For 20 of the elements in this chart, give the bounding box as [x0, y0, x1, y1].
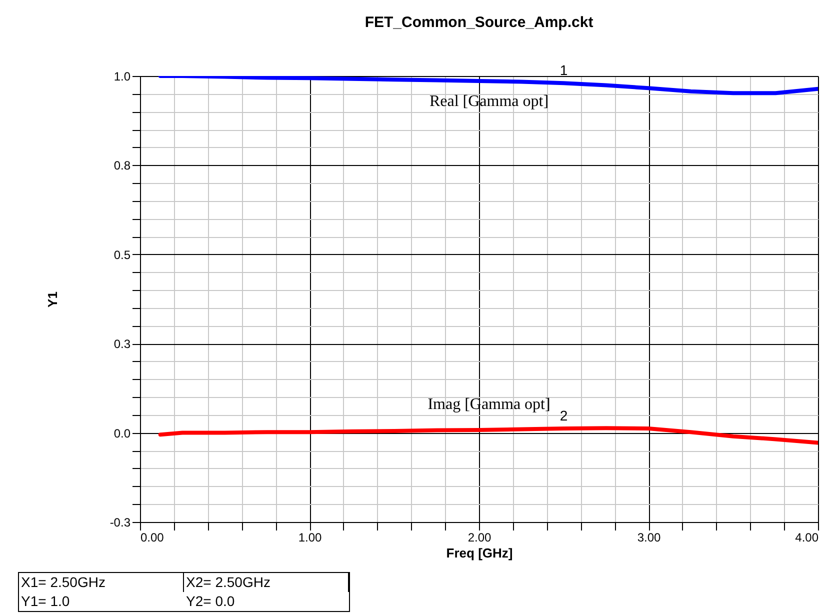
chart-title: FET_Common_Source_Amp.ckt	[364, 14, 594, 32]
text: Y2= 0.0	[185, 592, 236, 611]
annotation: 2	[560, 408, 568, 424]
x-axis-title: Freq [GHz]	[446, 546, 513, 560]
text: Y1= 1.0	[20, 592, 71, 611]
x-tick-label: 3.00	[637, 530, 661, 544]
x-tick-label: 2.00	[468, 530, 492, 544]
y-axis-title: Y1	[44, 292, 60, 308]
y-tick-label: -0.3	[110, 516, 131, 530]
annotation: 1	[560, 62, 568, 78]
x-tick-label: 0.00	[140, 530, 164, 544]
y-tick-label: 0.8	[114, 158, 131, 173]
y-tick-label: 0.3	[114, 337, 131, 352]
y-tick-label: 0.0	[114, 426, 131, 440]
y-tick-label: 1.0	[114, 70, 131, 84]
text: X1= 2.50GHz	[19, 573, 184, 592]
text: X2= 2.50GHz	[184, 573, 349, 592]
x-tick-label: 1.00	[298, 530, 322, 544]
x-tick-label: 4.00	[795, 530, 819, 544]
y-tick-label: 0.5	[114, 248, 131, 262]
